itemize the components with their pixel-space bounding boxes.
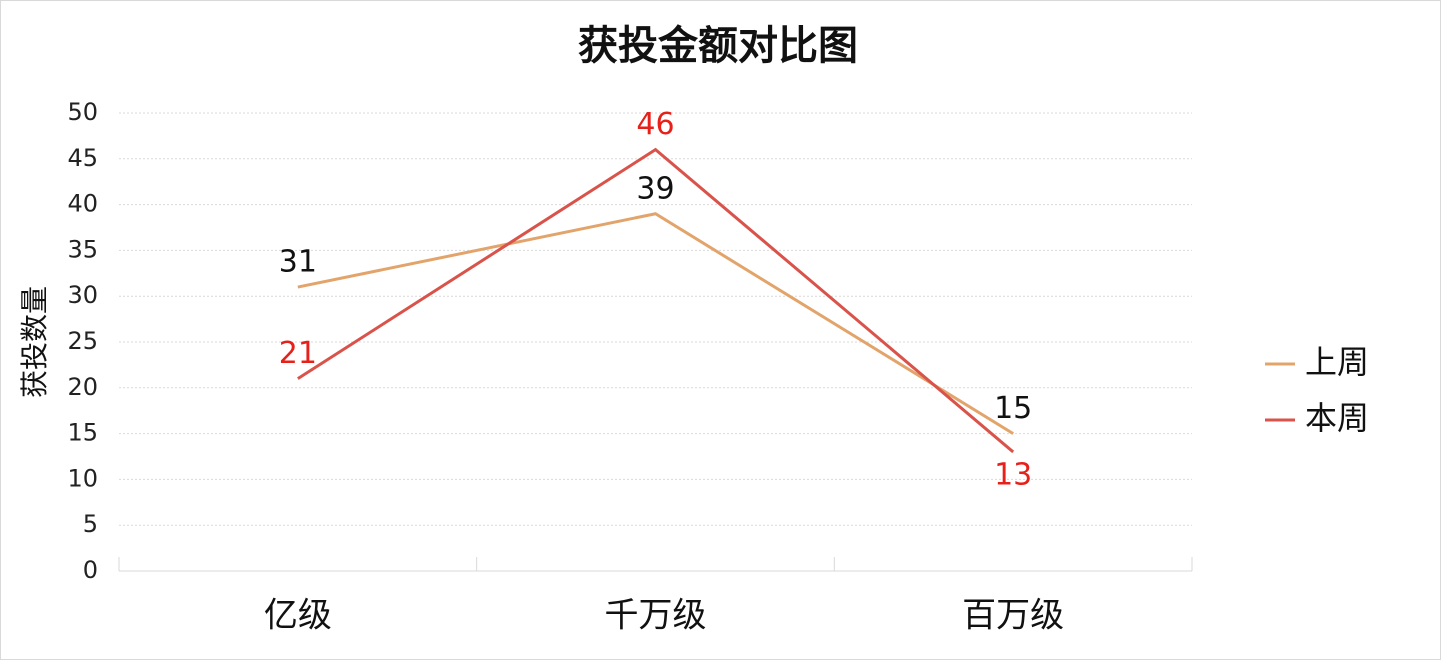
data-label: 39 (636, 171, 674, 206)
y-tick-label: 10 (67, 464, 98, 492)
y-tick-label: 40 (67, 190, 98, 218)
y-tick-label: 5 (83, 510, 98, 538)
data-label: 31 (279, 245, 317, 280)
y-tick-label: 35 (67, 235, 98, 263)
x-tick-label: 千万级 (605, 596, 707, 636)
series-line (297, 212, 1014, 435)
y-tick-label: 45 (67, 144, 98, 172)
data-label: 21 (279, 336, 317, 371)
y-tick-label: 25 (67, 327, 98, 355)
y-tick-label: 15 (67, 419, 98, 447)
data-label: 15 (994, 391, 1032, 426)
y-tick-label: 50 (67, 98, 98, 126)
y-axis-label: 获投数量 (18, 286, 51, 398)
x-tick-label: 亿级 (264, 596, 332, 636)
data-label: 46 (636, 107, 674, 142)
legend-label: 本周 (1305, 399, 1369, 437)
y-tick-label: 30 (67, 281, 98, 309)
data-label: 13 (994, 457, 1032, 492)
x-tick-label: 百万级 (962, 596, 1064, 636)
legend-label: 上周 (1305, 343, 1369, 381)
chart-title: 获投金额对比图 (578, 23, 858, 69)
y-tick-label: 20 (67, 373, 98, 401)
series-line (297, 147, 1015, 454)
y-tick-label: 0 (83, 556, 98, 584)
